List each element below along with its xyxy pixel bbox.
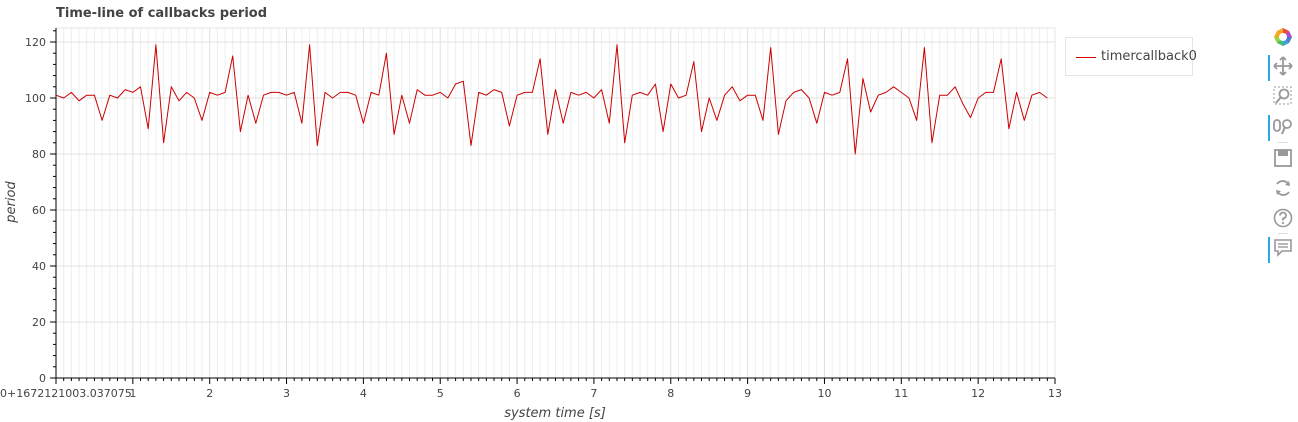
x-tick-label: 1 bbox=[129, 387, 136, 400]
legend-swatch bbox=[1076, 57, 1096, 58]
x-tick-label: 2 bbox=[206, 387, 213, 400]
help-tool[interactable] bbox=[1268, 205, 1298, 233]
hover-tool[interactable] bbox=[1268, 235, 1298, 263]
series-line-timercallback0 bbox=[55, 44, 1048, 155]
x-axis-label: system time [s] bbox=[504, 406, 606, 421]
y-tick-label: 0 bbox=[39, 372, 46, 385]
wheel-zoom-active-bar bbox=[1268, 115, 1270, 141]
x-tick-label: 0+1672121003.037075 bbox=[0, 387, 132, 400]
hover-icon bbox=[1274, 239, 1292, 257]
y-tick-label: 60 bbox=[32, 204, 46, 217]
x-tick-label: 12 bbox=[971, 387, 985, 400]
bokeh-logo[interactable] bbox=[1268, 24, 1298, 52]
box-zoom-icon bbox=[1273, 86, 1292, 105]
y-tick-label: 80 bbox=[32, 148, 46, 161]
wheel-zoom-tool[interactable] bbox=[1268, 113, 1298, 141]
legend[interactable]: timercallback0 bbox=[1065, 37, 1197, 76]
y-tick-label: 100 bbox=[25, 92, 46, 105]
chart-title: Time-line of callbacks period bbox=[56, 6, 268, 21]
reset-icon bbox=[1276, 180, 1290, 196]
x-tick-label: 6 bbox=[514, 387, 521, 400]
hover-active-bar bbox=[1268, 237, 1270, 263]
save-icon bbox=[1274, 149, 1292, 167]
pan-tool[interactable] bbox=[1268, 53, 1298, 81]
x-tick-label: 9 bbox=[744, 387, 751, 400]
x-tick-label: 3 bbox=[283, 387, 290, 400]
toolbar-separator-2 bbox=[1278, 233, 1288, 234]
x-tick-label: 10 bbox=[817, 387, 831, 400]
x-tick-label: 11 bbox=[894, 387, 908, 400]
x-tick-label: 5 bbox=[437, 387, 444, 400]
pan-active-bar bbox=[1268, 55, 1270, 81]
y-tick-label: 20 bbox=[32, 316, 46, 329]
series-layer bbox=[55, 44, 1048, 155]
save-tool[interactable] bbox=[1268, 145, 1298, 173]
reset-tool[interactable] bbox=[1268, 175, 1298, 203]
x-tick-label: 4 bbox=[360, 387, 367, 400]
help-icon bbox=[1273, 208, 1293, 228]
pan-icon bbox=[1273, 56, 1293, 76]
wheel-zoom-icon bbox=[1273, 119, 1292, 135]
legend-label: timercallback0 bbox=[1101, 49, 1197, 64]
y-tick-label: 120 bbox=[25, 36, 46, 49]
y-tick-label: 40 bbox=[32, 260, 46, 273]
x-tick-label: 7 bbox=[590, 387, 597, 400]
grid-lines bbox=[55, 28, 1056, 379]
box-zoom-tool[interactable] bbox=[1268, 83, 1298, 111]
x-tick-label: 8 bbox=[667, 387, 674, 400]
toolbar-separator bbox=[1278, 142, 1288, 143]
x-tick-label: 13 bbox=[1048, 387, 1062, 400]
y-axis-label: period bbox=[4, 181, 19, 224]
bokeh-logo-icon bbox=[1274, 28, 1292, 46]
